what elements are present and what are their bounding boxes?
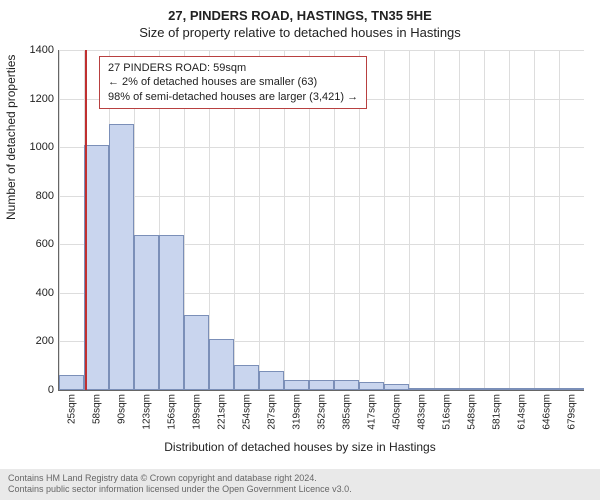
annotation-line: ← 2% of detached houses are smaller (63) [108, 75, 358, 89]
y-tick: 1000 [14, 141, 54, 153]
gridline [484, 50, 485, 390]
gridline [384, 50, 385, 390]
histogram-bar [259, 371, 284, 390]
x-axis-label: Distribution of detached houses by size … [0, 440, 600, 454]
y-tick: 1200 [14, 93, 54, 105]
y-tick: 400 [14, 287, 54, 299]
histogram-bar [484, 388, 509, 390]
x-tick: 123sqm [141, 394, 152, 430]
histogram-bar [59, 375, 84, 390]
gridline [59, 50, 584, 51]
histogram-bar [384, 384, 409, 390]
x-tick: 417sqm [366, 394, 377, 430]
histogram-bar [234, 365, 259, 391]
y-tick: 800 [14, 190, 54, 202]
gridline [459, 50, 460, 390]
histogram-bar [109, 124, 134, 390]
gridline [434, 50, 435, 390]
histogram-bar [459, 388, 484, 390]
histogram-bar [284, 380, 309, 390]
chart-container: 27, PINDERS ROAD, HASTINGS, TN35 5HE Siz… [0, 0, 600, 500]
histogram-bar [184, 315, 209, 390]
y-tick: 0 [14, 384, 54, 396]
chart-area: 020040060080010001200140025sqm58sqm90sqm… [58, 50, 583, 390]
annotation-line: 98% of semi-detached houses are larger (… [108, 90, 358, 104]
x-tick: 319sqm [291, 394, 302, 430]
footer-line2: Contains public sector information licen… [8, 484, 592, 496]
y-tick: 600 [14, 238, 54, 250]
x-tick: 221sqm [216, 394, 227, 430]
x-tick: 58sqm [91, 394, 102, 424]
x-tick: 25sqm [66, 394, 77, 424]
footer-line1: Contains HM Land Registry data © Crown c… [8, 473, 592, 485]
plot-area: 020040060080010001200140025sqm58sqm90sqm… [58, 50, 584, 391]
histogram-bar [559, 388, 584, 390]
x-tick: 254sqm [241, 394, 252, 430]
histogram-bar [509, 388, 534, 390]
y-tick: 200 [14, 335, 54, 347]
histogram-bar [209, 339, 234, 390]
gridline [59, 50, 60, 390]
histogram-bar [359, 382, 384, 391]
gridline [509, 50, 510, 390]
gridline [59, 196, 584, 197]
x-tick: 581sqm [491, 394, 502, 430]
x-tick: 483sqm [416, 394, 427, 430]
title-subtitle: Size of property relative to detached ho… [0, 23, 600, 40]
x-tick: 450sqm [391, 394, 402, 430]
x-tick: 614sqm [516, 394, 527, 430]
histogram-bar [434, 388, 459, 390]
x-tick: 679sqm [566, 394, 577, 430]
footer: Contains HM Land Registry data © Crown c… [0, 469, 600, 500]
x-tick: 548sqm [466, 394, 477, 430]
x-tick: 516sqm [441, 394, 452, 430]
property-marker-line [85, 50, 87, 390]
annotation-line: 27 PINDERS ROAD: 59sqm [108, 61, 358, 75]
histogram-bar [84, 145, 109, 390]
histogram-bar [159, 235, 184, 390]
x-tick: 156sqm [166, 394, 177, 430]
histogram-bar [534, 388, 559, 390]
x-tick: 352sqm [316, 394, 327, 430]
title-address: 27, PINDERS ROAD, HASTINGS, TN35 5HE [0, 0, 600, 23]
x-tick: 385sqm [341, 394, 352, 430]
histogram-bar [309, 380, 334, 390]
gridline [409, 50, 410, 390]
x-tick: 287sqm [266, 394, 277, 430]
x-tick: 90sqm [116, 394, 127, 424]
gridline [559, 50, 560, 390]
x-tick: 646sqm [541, 394, 552, 430]
x-tick: 189sqm [191, 394, 202, 430]
histogram-bar [409, 388, 434, 390]
gridline [534, 50, 535, 390]
histogram-bar [334, 380, 359, 390]
gridline [59, 147, 584, 148]
annotation-box: 27 PINDERS ROAD: 59sqm← 2% of detached h… [99, 56, 367, 109]
y-tick: 1400 [14, 44, 54, 56]
histogram-bar [134, 235, 159, 390]
